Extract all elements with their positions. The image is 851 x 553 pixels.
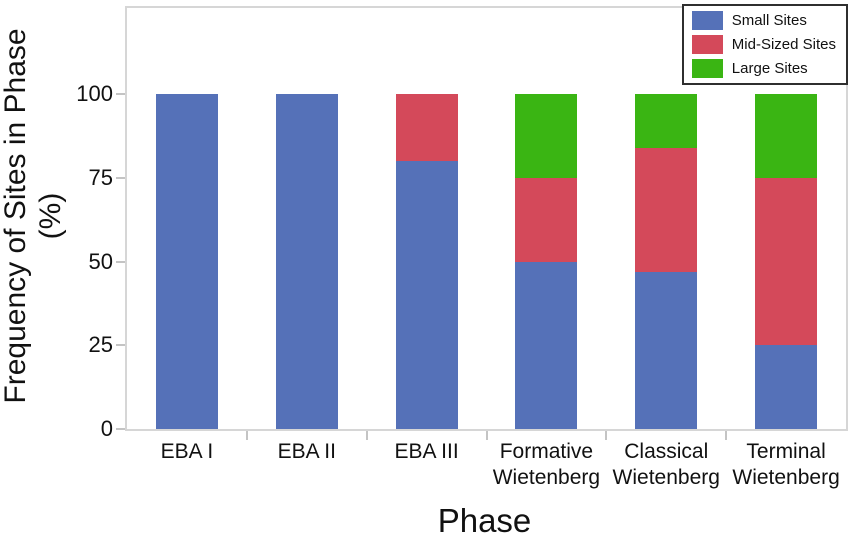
x-category-label-line: EBA II [277,440,336,463]
y-axis-tick [116,93,125,95]
y-axis-tick-label: 50 [88,248,113,274]
bar-segment-small-sites [275,94,338,429]
x-category-label: EBA III [362,439,492,465]
legend-swatch-icon [691,11,723,30]
y-axis-tick [116,344,125,347]
bar-segment-mid-sized-sites [395,94,458,161]
bar-segment-large-sites [515,94,578,178]
y-axis-title-line1: Frequency of Sites in Phase [0,28,32,404]
x-category-label-line: Formative [499,440,594,463]
x-category-label: EBA II [242,439,372,465]
x-category-label-line: Wietenberg [492,466,601,490]
x-axis-tick [725,431,728,440]
x-category-label-line: EBA III [394,440,459,463]
x-category-label-line: EBA I [160,440,214,463]
bar-classical-wietenberg [635,94,698,429]
x-category-label: Classical Wietenberg [601,439,731,492]
y-axis-tick-label: 75 [88,164,113,190]
legend-row-mid-sized-sites: Mid-Sized Sites [691,35,836,54]
bar-segment-mid-sized-sites [755,177,818,346]
bar-segment-small-sites [515,261,578,429]
y-axis-tick [116,260,125,263]
x-axis-tick [365,431,368,440]
x-category-label: Terminal Wietenberg [721,439,851,492]
bar-segment-small-sites [635,271,698,429]
x-axis-tick [245,431,248,440]
legend-swatch-icon [691,59,723,78]
bar-segment-mid-sized-sites [515,177,578,262]
bar-eba-ii [275,94,338,429]
legend-swatch-icon [691,35,723,54]
x-axis-tick [485,431,488,440]
y-axis-tick [116,176,125,179]
legend-label: Small Sites [731,12,807,29]
y-axis-title: Frequency of Sites in Phase (%) [0,1,79,431]
y-axis-title-line2: (%) [33,192,67,240]
x-category-label-line: Terminal [746,440,826,463]
bar-segment-small-sites [755,345,818,429]
legend-row-small-sites: Small Sites [691,11,836,30]
bar-terminal-wietenberg [755,94,818,429]
x-category-label: Formative Wietenberg [481,439,611,492]
bar-segment-mid-sized-sites [635,147,698,272]
y-axis-tick-label: 0 [100,416,113,441]
x-axis-title: Phase [437,502,532,539]
legend-label: Mid-Sized Sites [731,36,836,53]
legend-row-large-sites: Large Sites [691,59,836,78]
x-category-label-line: Wietenberg [732,466,840,490]
y-axis-tick-label: 25 [88,332,113,358]
y-axis-tick-label: 100 [76,81,113,106]
y-axis-tick [116,428,125,430]
x-category-label-line: Classical [624,440,709,463]
legend: Small Sites Mid-Sized Sites Large Sites [681,4,848,85]
bar-formative-wietenberg [515,94,578,429]
x-axis-tick [605,431,608,440]
bar-eba-iii [395,94,458,429]
bar-segment-large-sites [755,94,818,178]
x-category-label-line: Wietenberg [612,466,720,490]
bar-segment-small-sites [155,94,218,429]
bar-segment-large-sites [635,94,698,148]
bar-eba-i [155,94,218,429]
bar-segment-small-sites [395,161,458,429]
x-category-label: EBA I [122,439,252,465]
legend-label: Large Sites [731,60,808,77]
